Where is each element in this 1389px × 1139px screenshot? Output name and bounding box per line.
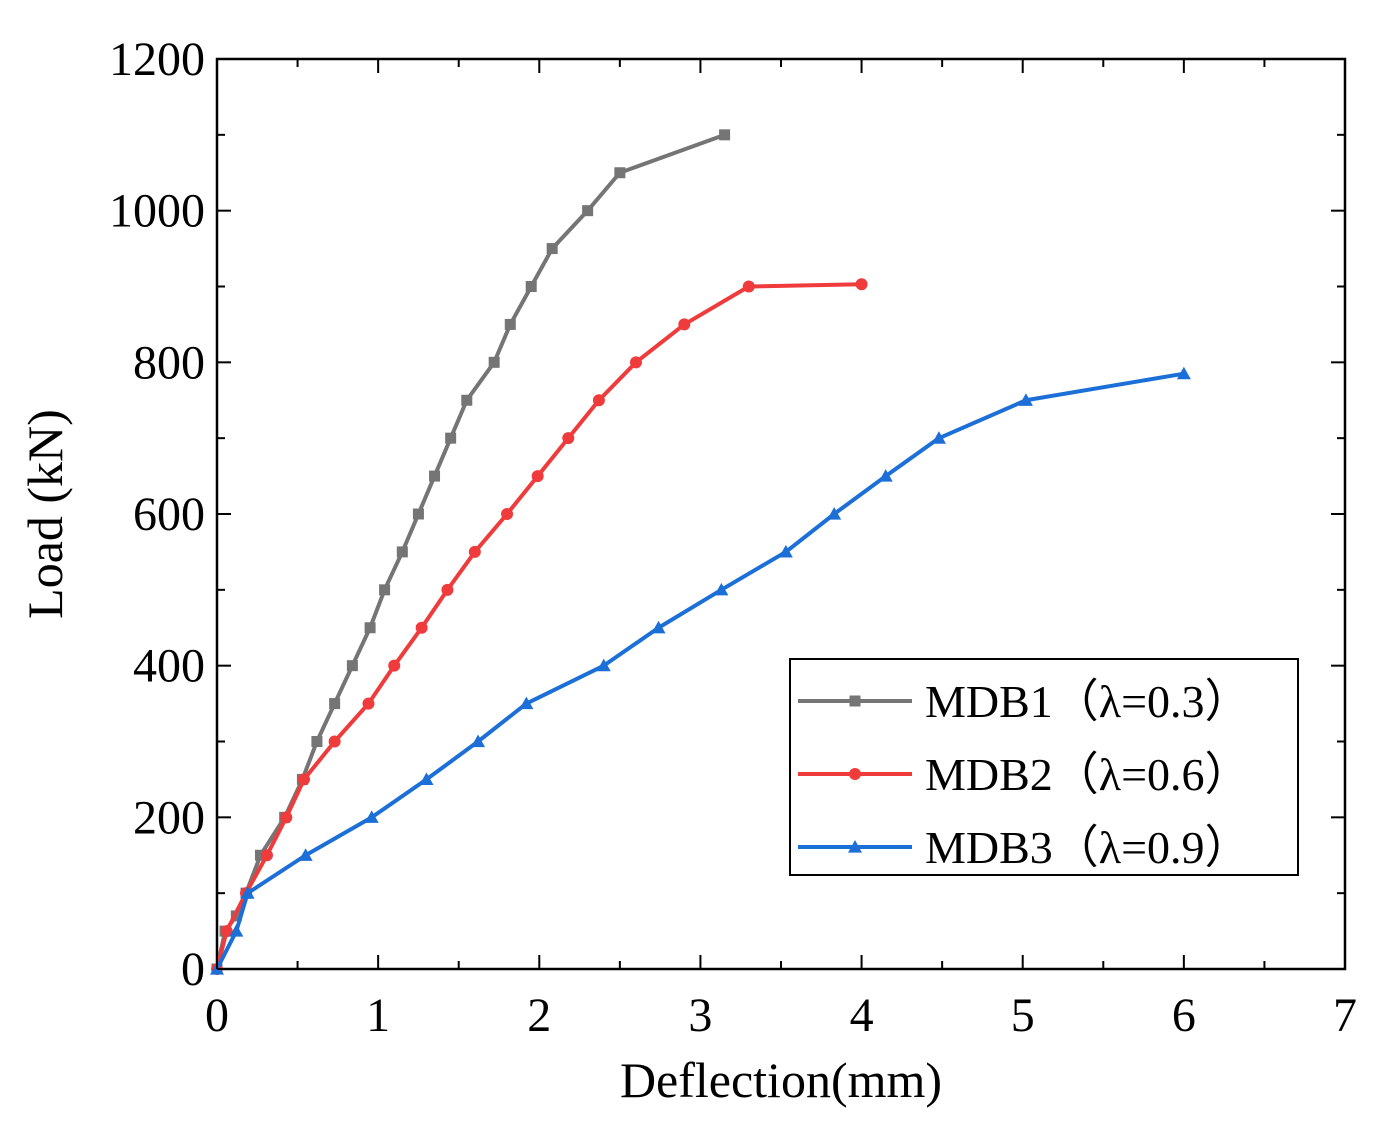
y-tick-label: 800 — [133, 336, 205, 389]
series-2-point — [562, 432, 575, 445]
series-1-point — [445, 432, 457, 444]
legend-entry-1: MDB1（λ=0.3） — [798, 676, 1251, 727]
series-group — [210, 129, 1191, 975]
series-3-point — [596, 658, 611, 672]
series-2-point — [298, 773, 311, 786]
series-1-point — [412, 508, 424, 520]
x-tick-label: 4 — [850, 989, 874, 1042]
legend-swatch-marker — [849, 695, 861, 707]
series-2-point — [220, 925, 233, 938]
series-3-point — [298, 848, 313, 861]
series-3-point — [240, 886, 255, 899]
legend-swatch-marker — [849, 768, 861, 780]
series-2-point — [531, 470, 544, 483]
series-2 — [211, 278, 868, 975]
series-2-point — [328, 735, 341, 748]
legend-label: MDB2（λ=0.6） — [925, 749, 1251, 800]
series-1-point — [364, 622, 376, 634]
series-2-point — [468, 545, 481, 558]
y-tick-label: 200 — [133, 791, 205, 844]
series-1-point — [488, 356, 500, 368]
x-tick-label: 1 — [366, 989, 390, 1042]
series-3-point — [364, 810, 379, 823]
series-2-point — [415, 621, 428, 634]
series-3-point — [519, 696, 534, 710]
series-1-point — [396, 546, 408, 558]
y-tick-label: 600 — [133, 488, 205, 541]
series-1-point — [614, 167, 626, 179]
series-1-point — [525, 281, 537, 292]
legend-label: MDB1（λ=0.3） — [925, 676, 1251, 727]
series-1-point — [329, 698, 341, 710]
y-axis-title: Load (kN) — [17, 409, 73, 619]
series-2-point — [592, 394, 605, 407]
series-3-point — [229, 924, 244, 937]
series-1-point — [719, 129, 731, 141]
tick-group: 0 1 2 3 4 5 6 7 0 200 400 600 800 1000 1200 — [109, 33, 1357, 1042]
y-tick-label: 1000 — [109, 185, 205, 238]
legend: MDB1（λ=0.3） MDB2（λ=0.6） MDB3（λ=0.9） — [789, 658, 1299, 876]
series-1-point — [429, 470, 441, 482]
series-2-point — [388, 659, 401, 672]
series-3-point — [931, 431, 946, 444]
x-tick-label: 6 — [1172, 989, 1196, 1042]
series-2-point — [501, 508, 514, 520]
y-tick-label: 1200 — [109, 33, 205, 86]
series-line-2 — [215, 282, 864, 971]
series-2-point — [742, 280, 755, 293]
x-tick-label: 3 — [688, 989, 712, 1042]
series-1-point — [255, 849, 267, 861]
y-tick-label: 400 — [133, 640, 205, 693]
series-3-point — [778, 544, 793, 558]
series-3-point — [419, 772, 434, 786]
series-3-point — [471, 734, 486, 748]
series-3-point — [651, 620, 666, 634]
series-2-point — [260, 849, 273, 862]
series-1-point — [379, 584, 391, 596]
x-tick-label: 5 — [1011, 989, 1035, 1042]
x-tick-label: 7 — [1333, 989, 1357, 1042]
x-axis-title: Deflection(mm) — [620, 1052, 942, 1108]
series-1-point — [546, 243, 558, 255]
legend-label: MDB3（λ=0.9） — [925, 822, 1251, 873]
series-1-point — [346, 660, 358, 672]
y-tick-label: 0 — [181, 943, 205, 996]
series-3-point — [827, 507, 842, 520]
legend-box — [789, 658, 1299, 876]
series-2-point — [362, 697, 375, 710]
x-tick-label: 2 — [527, 989, 551, 1042]
legend-swatch-marker — [848, 840, 862, 853]
series-3-point — [1018, 393, 1033, 406]
series-2-point — [678, 318, 691, 331]
legend-entry-3: MDB3（λ=0.9） — [798, 822, 1251, 873]
series-2-point — [629, 356, 642, 369]
series-line-1 — [215, 132, 727, 971]
series-2-point — [855, 278, 868, 291]
series-3 — [210, 366, 1191, 975]
series-3-point — [1176, 366, 1191, 380]
x-tick-label: 0 — [205, 989, 229, 1042]
series-2-point — [441, 583, 454, 596]
series-2-point — [280, 811, 293, 824]
series-1-point — [504, 318, 516, 330]
series-1-point — [461, 394, 473, 406]
series-1-point — [311, 736, 323, 747]
series-3-point — [714, 582, 729, 596]
legend-entry-2: MDB2（λ=0.6） — [798, 749, 1251, 800]
series-1-point — [582, 205, 594, 217]
series-3-point — [878, 469, 893, 482]
